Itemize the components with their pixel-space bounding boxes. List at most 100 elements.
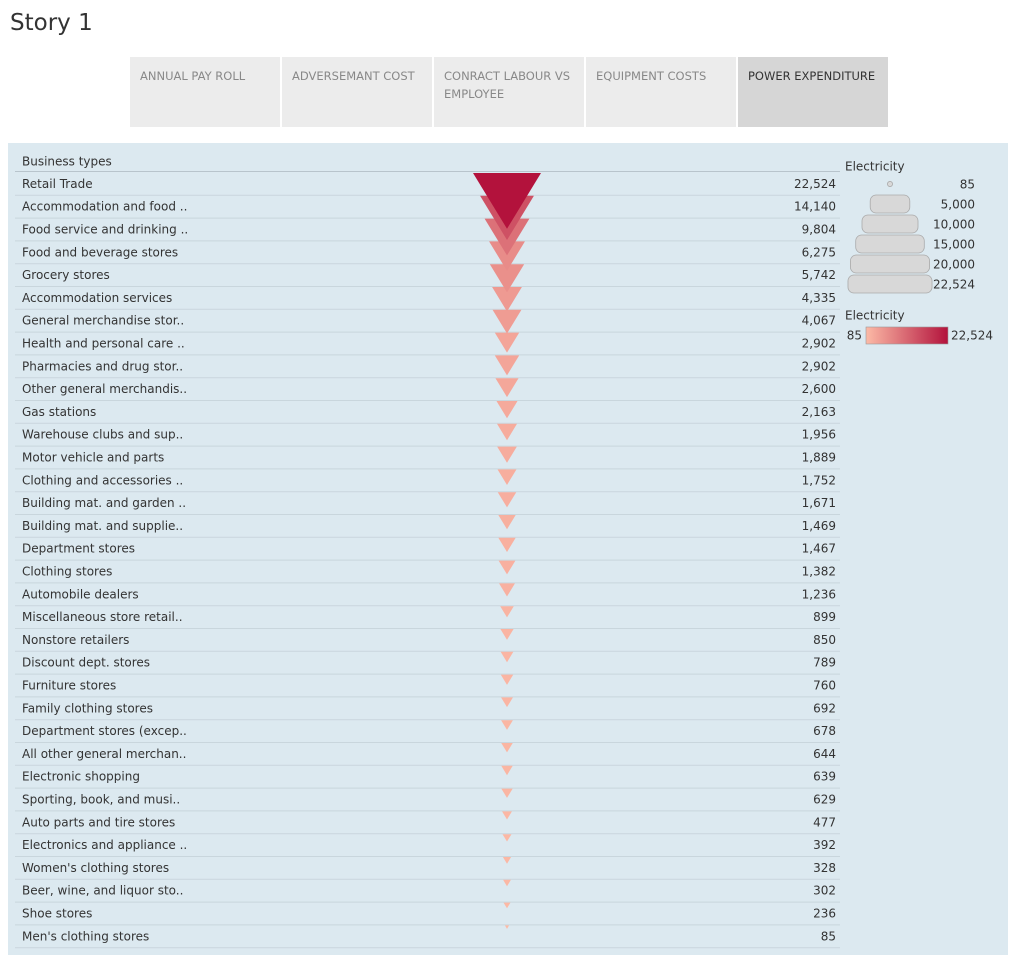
- triangle-mark: [499, 583, 515, 597]
- value-label: 1,467: [802, 542, 836, 556]
- category-label: Family clothing stores: [22, 701, 153, 715]
- value-label: 14,140: [794, 200, 836, 214]
- triangle-mark: [496, 423, 518, 441]
- value-label: 4,067: [802, 314, 836, 328]
- value-label: 1,752: [802, 473, 836, 487]
- story-tab[interactable]: POWER EXPENDITURE: [738, 57, 888, 127]
- triangle-mark: [494, 332, 520, 353]
- story-tab[interactable]: ANNUAL PAY ROLL: [130, 57, 280, 127]
- category-label: General merchandise stor..: [22, 314, 184, 328]
- size-legend-label: 15,000: [933, 238, 975, 252]
- value-label: 850: [813, 633, 836, 647]
- value-label: 639: [813, 770, 836, 784]
- value-label: 302: [813, 884, 836, 898]
- triangle-mark: [494, 355, 520, 376]
- triangle-mark: [500, 674, 514, 685]
- story-tab[interactable]: EQUIPMENT COSTS: [586, 57, 736, 127]
- value-label: 644: [813, 747, 836, 761]
- size-legend-title: Electricity: [845, 160, 905, 174]
- triangle-mark: [496, 401, 518, 419]
- row-header: Business types: [22, 155, 112, 169]
- category-label: Accommodation and food ..: [22, 200, 187, 214]
- triangle-mark: [498, 537, 516, 553]
- story-tab[interactable]: ADVERSEMANT COST: [282, 57, 432, 127]
- category-label: Clothing and accessories ..: [22, 473, 183, 487]
- value-label: 899: [813, 610, 836, 624]
- size-legend-shape: [847, 274, 933, 294]
- value-label: 9,804: [802, 223, 836, 237]
- triangle-mark: [473, 173, 541, 229]
- size-legend-shape: [869, 194, 911, 214]
- value-label: 392: [813, 838, 836, 852]
- value-label: 477: [813, 815, 836, 829]
- category-label: Electronic shopping: [22, 770, 140, 784]
- value-label: 6,275: [802, 245, 836, 259]
- category-label: Furniture stores: [22, 679, 116, 693]
- size-legend-label: 85: [960, 178, 975, 192]
- value-label: 1,956: [802, 428, 836, 442]
- value-label: 236: [813, 907, 836, 921]
- triangle-mark: [500, 606, 514, 618]
- triangle-mark: [497, 492, 517, 508]
- value-label: 1,889: [802, 451, 836, 465]
- value-label: 2,902: [802, 359, 836, 373]
- color-legend-min: 85: [847, 329, 862, 343]
- category-label: Discount dept. stores: [22, 656, 150, 670]
- category-label: Women's clothing stores: [22, 861, 169, 875]
- color-legend-max: 22,524: [951, 329, 993, 343]
- value-label: 2,600: [802, 382, 836, 396]
- category-label: Motor vehicle and parts: [22, 451, 164, 465]
- value-label: 1,469: [802, 519, 836, 533]
- story-title: Story 1: [10, 10, 93, 36]
- category-label: Men's clothing stores: [22, 929, 149, 943]
- category-label: Beer, wine, and liquor sto..: [22, 884, 183, 898]
- size-legend-shape: [887, 181, 893, 187]
- size-legend-label: 20,000: [933, 258, 975, 272]
- category-label: Pharmacies and drug stor..: [22, 359, 183, 373]
- triangle-mark: [501, 765, 513, 776]
- value-label: 1,236: [802, 587, 836, 601]
- triangle-mark: [492, 309, 522, 334]
- value-label: 328: [813, 861, 836, 875]
- color-legend-ramp: [865, 326, 949, 345]
- triangle-mark: [500, 651, 514, 663]
- triangle-mark: [501, 743, 513, 753]
- category-label: Nonstore retailers: [22, 633, 129, 647]
- triangle-mark: [492, 287, 522, 312]
- triangle-mark: [500, 629, 514, 640]
- category-label: Automobile dealers: [22, 587, 139, 601]
- value-label: 1,382: [802, 565, 836, 579]
- category-label: Warehouse clubs and sup..: [22, 428, 183, 442]
- size-legend-shape: [861, 214, 919, 234]
- category-label: Clothing stores: [22, 565, 112, 579]
- value-label: 629: [813, 793, 836, 807]
- category-label: Sporting, book, and musi..: [22, 793, 180, 807]
- story-tab[interactable]: CONRACT LABOUR VS EMPLOYEE: [434, 57, 584, 127]
- value-label: 678: [813, 724, 836, 738]
- triangle-mark: [495, 378, 519, 398]
- category-label: Food service and drinking ..: [22, 223, 188, 237]
- value-label: 5,742: [802, 268, 836, 282]
- category-label: All other general merchan..: [22, 747, 186, 761]
- size-legend-shape: [855, 234, 925, 254]
- triangle-mark: [498, 515, 516, 530]
- size-legend-shape: [850, 254, 930, 274]
- value-label: 2,163: [802, 405, 836, 419]
- value-label: 692: [813, 701, 836, 715]
- size-legend-label: 5,000: [941, 198, 975, 212]
- triangle-mark: [502, 857, 512, 864]
- category-label: Electronics and appliance ..: [22, 838, 187, 852]
- category-label: Retail Trade: [22, 177, 93, 191]
- category-label: Shoe stores: [22, 907, 92, 921]
- triangle-mark: [497, 469, 517, 485]
- triangle-mark: [489, 264, 525, 293]
- triangle-mark: [498, 560, 516, 575]
- category-label: Other general merchandis..: [22, 382, 187, 396]
- category-label: Gas stations: [22, 405, 96, 419]
- category-label: Health and personal care ..: [22, 337, 185, 351]
- triangle-mark: [497, 446, 517, 463]
- triangle-mark: [504, 925, 510, 929]
- category-label: Building mat. and supplie..: [22, 519, 183, 533]
- size-legend-label: 22,524: [933, 278, 975, 292]
